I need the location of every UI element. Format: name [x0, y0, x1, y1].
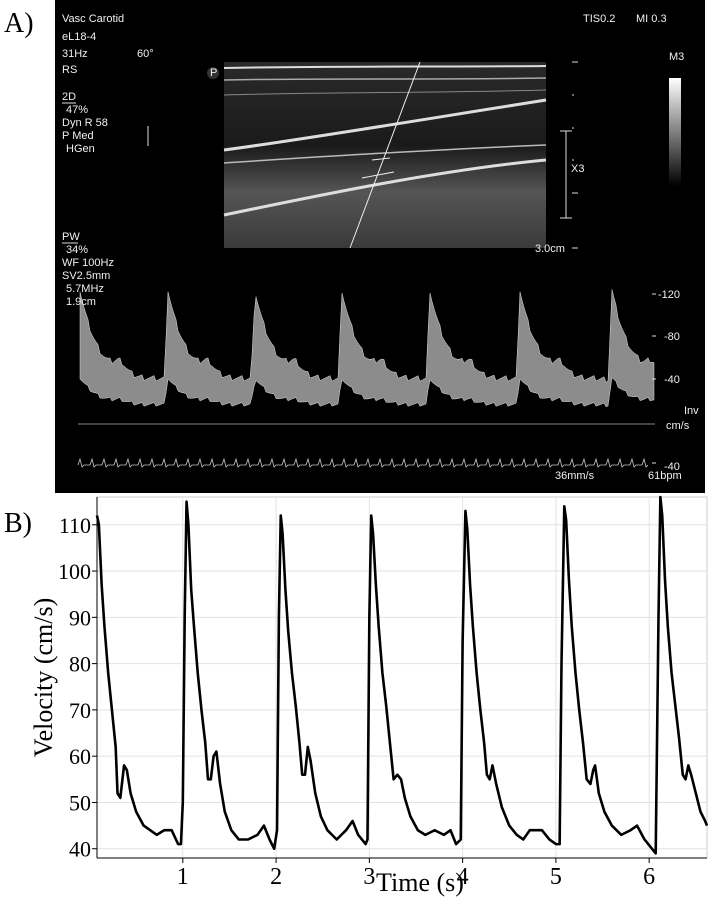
x-tick-label: 1	[177, 864, 189, 890]
p-marker	[207, 67, 219, 79]
ultrasound-label: 3.0cm	[535, 243, 565, 255]
ultrasound-label: 61bpm	[648, 470, 682, 482]
x-tick-label: 5	[550, 864, 562, 890]
x-axis-label: Time (s)	[376, 868, 464, 897]
y-tick-label: 100	[58, 559, 91, 584]
x-tick-label: 3	[363, 864, 375, 890]
ultrasound-label: -80	[664, 331, 680, 343]
ultrasound-label: -40	[664, 461, 680, 473]
ultrasound-label: 34%	[66, 244, 88, 256]
y-tick-label: 110	[59, 513, 91, 538]
ultrasound-label: P Med	[62, 130, 94, 142]
ultrasound-label: Vasc Carotid	[62, 13, 124, 25]
ultrasound-label: 36mm/s	[555, 470, 595, 482]
y-tick-label: 60	[69, 744, 91, 769]
y-tick-label: 80	[69, 652, 91, 677]
ultrasound-label: -40	[664, 374, 680, 386]
x-tick-label: 6	[643, 864, 655, 890]
depth-scale	[560, 61, 578, 249]
ultrasound-label: 5.7MHz	[66, 283, 104, 295]
ultrasound-label: Dyn R 58	[62, 117, 108, 129]
panel-label: B)	[4, 508, 32, 539]
doppler-envelope	[79, 289, 655, 408]
ultrasound-label: TIS0.2	[583, 13, 615, 25]
y-tick-label: 50	[69, 790, 91, 815]
ultrasound-label: MI 0.3	[636, 13, 667, 25]
y-axis-label: Velocity (cm/s)	[29, 598, 58, 758]
ultrasound-label: PW	[62, 231, 80, 243]
x-tick-label: 4	[457, 864, 469, 890]
ecg-trace	[77, 457, 649, 468]
ultrasound-label: 2D	[62, 91, 76, 103]
ultrasound-label: 31Hz	[62, 48, 88, 60]
ultrasound-label: WF 100Hz	[62, 257, 114, 269]
doppler-spectrum	[77, 289, 656, 468]
ultrasound-label: 60°	[137, 48, 154, 60]
velocity-chart: 40 50 60 70 80 90 100 110 1 2 3 4 5 6 Time (s) Velocity…	[29, 495, 709, 897]
velocity-line	[95, 495, 709, 855]
ultrasound-label: 1.9cm	[66, 296, 96, 308]
panel-label: A)	[4, 8, 34, 39]
ultrasound-label: Inv	[684, 405, 699, 417]
ultrasound-label: eL18-4	[62, 31, 96, 43]
ultrasound-label: HGen	[66, 143, 95, 155]
ultrasound-label: RS	[62, 64, 77, 76]
ultrasound-label: P	[210, 67, 217, 79]
ultrasound-label: SV2.5mm	[62, 270, 110, 282]
ultrasound-label: X3	[571, 163, 584, 175]
ultrasound-label: M3	[669, 51, 684, 63]
y-tick-label: 90	[69, 605, 91, 630]
ultrasound-label: cm/s	[666, 420, 690, 432]
ultrasound-label: -120	[658, 289, 680, 301]
tissue-layers	[223, 61, 547, 249]
ultrasound-label: 47%	[66, 104, 88, 116]
color-bar	[669, 78, 681, 186]
y-tick-label: 40	[69, 837, 91, 862]
x-tick-label: 2	[270, 864, 282, 890]
y-tick-label: 70	[69, 698, 91, 723]
